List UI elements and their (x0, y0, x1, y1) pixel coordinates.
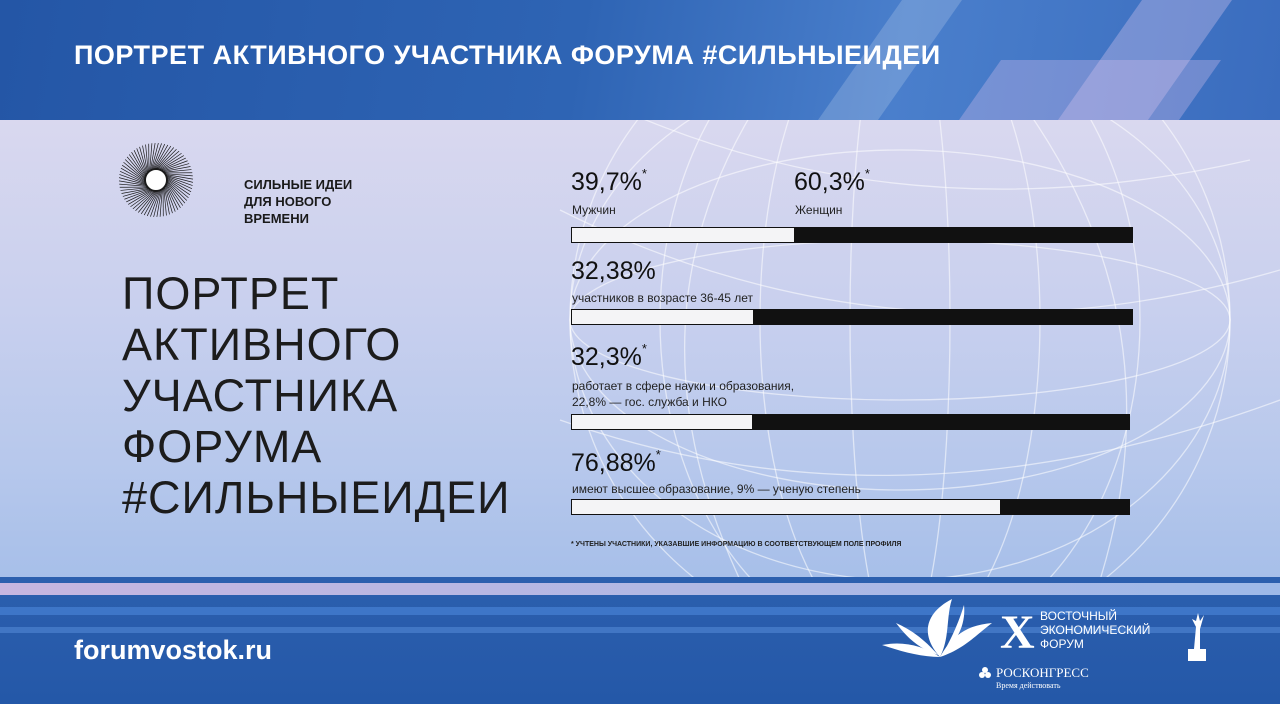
site-url-link[interactable]: forumvostok.ru (74, 635, 273, 665)
decor-line (0, 583, 1280, 595)
decor-stripe (958, 60, 1222, 120)
footer-banner: forumvostok.ru X ВОСТОЧНЫЙ ЭКОНОМИЧЕСКИЙ… (0, 577, 1280, 704)
eef-line: ВОСТОЧНЫЙ (1040, 609, 1117, 623)
female-label: Женщин (795, 203, 843, 217)
title-line: ФОРУМА (122, 421, 323, 472)
field-caption-line2: 22,8% — гос. служба и НКО (572, 395, 727, 409)
roscongress-flower-icon (979, 667, 991, 678)
field-percent: 32,3%* (571, 341, 647, 371)
female-percent: 60,3%* (794, 166, 870, 196)
decor-line (0, 607, 1280, 615)
age-bar (571, 309, 1133, 325)
field-bar-fill (572, 415, 752, 429)
education-bar (571, 499, 1130, 515)
age-caption: участников в возрасте 36-45 лет (572, 291, 754, 305)
title-line: АКТИВНОГО (122, 319, 402, 370)
male-percent: 39,7%* (571, 166, 647, 196)
page-headline: ПОРТРЕТ АКТИВНОГО УЧАСТНИКА ФОРУМА #СИЛЬ… (74, 40, 941, 70)
brand-line: СИЛЬНЫЕ ИДЕИ (244, 177, 353, 192)
statue-emblem-icon (1188, 613, 1206, 661)
eef-roman-numeral: X (1000, 606, 1035, 659)
brand-logo-text: СИЛЬНЫЕ ИДЕИ ДЛЯ НОВОГО ВРЕМЕНИ (244, 176, 352, 227)
age-percent: 32,38% (571, 257, 656, 285)
content-panel: СИЛЬНЫЕ ИДЕИ ДЛЯ НОВОГО ВРЕМЕНИ ПОРТРЕТ … (0, 120, 1280, 577)
field-bar (571, 414, 1130, 430)
education-bar-fill (572, 500, 1001, 514)
brand-line: ДЛЯ НОВОГО (244, 194, 332, 209)
field-caption-line1: работает в сфере науки и образования, (572, 379, 795, 393)
gender-bar (571, 227, 1133, 243)
eef-flower-icon (882, 599, 992, 657)
education-percent: 76,88%* (571, 447, 661, 477)
footnote: * УЧТЕНЫ УЧАСТНИКИ, УКАЗАВШИЕ ИНФОРМАЦИЮ… (571, 541, 902, 548)
education-caption: имеют высшее образование, 9% — ученую ст… (572, 482, 861, 496)
radial-burst-icon (118, 142, 194, 218)
top-banner: ПОРТРЕТ АКТИВНОГО УЧАСТНИКА ФОРУМА #СИЛЬ… (0, 0, 1280, 120)
male-label: Мужчин (572, 203, 616, 217)
decor-line (0, 627, 1280, 633)
title-line: ПОРТРЕТ (122, 268, 340, 319)
title-line: УЧАСТНИКА (122, 370, 399, 421)
roscongress-label: РОСКОНГРЕСС (996, 665, 1089, 680)
gender-bar-fill (572, 228, 795, 242)
eef-logo: X ВОСТОЧНЫЙ ЭКОНОМИЧЕСКИЙ ФОРУМ РОСКОНГР… (880, 595, 1280, 695)
eef-line: ЭКОНОМИЧЕСКИЙ (1040, 623, 1151, 637)
title-line: #СИЛЬНЫЕИДЕИ (122, 472, 511, 523)
eef-line: ФОРУМ (1040, 637, 1084, 651)
eef-text: ВОСТОЧНЫЙ ЭКОНОМИЧЕСКИЙ ФОРУМ (1040, 609, 1150, 651)
roscongress-tagline: Время действовать (996, 681, 1061, 690)
main-title: ПОРТРЕТ АКТИВНОГО УЧАСТНИКА ФОРУМА #СИЛЬ… (122, 268, 510, 523)
brand-line: ВРЕМЕНИ (244, 211, 309, 226)
age-bar-fill (572, 310, 754, 324)
